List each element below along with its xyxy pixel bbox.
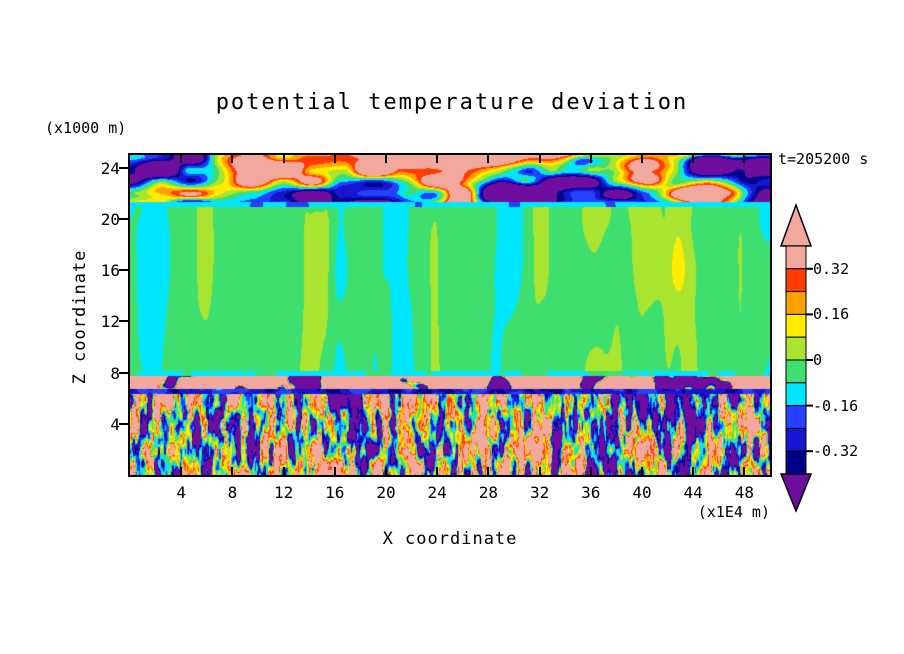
- x-tick-mark-top: [180, 155, 183, 163]
- y-axis-units-label: (x1000 m): [45, 119, 127, 137]
- x-tick-mark-top: [589, 155, 592, 163]
- x-tick-mark-bottom: [487, 467, 490, 475]
- x-tick-mark-top: [231, 155, 234, 163]
- x-axis-title: X coordinate: [382, 529, 518, 549]
- time-annotation: t=205200 s: [778, 150, 869, 168]
- colorbar-tick-label: -0.32: [813, 442, 859, 461]
- colorbar-band: [785, 359, 807, 384]
- x-tick-mark-top: [282, 155, 285, 163]
- x-tick-label: 36: [581, 483, 601, 502]
- colorbar-band: [785, 268, 807, 293]
- x-tick-label: 8: [227, 483, 238, 502]
- x-tick-mark-bottom: [231, 467, 234, 475]
- x-tick-mark-bottom: [692, 467, 695, 475]
- x-tick-mark-top: [487, 155, 490, 163]
- x-tick-mark-bottom: [641, 467, 643, 475]
- y-tick-label: 16: [100, 261, 120, 281]
- x-tick-mark-top: [333, 155, 336, 163]
- x-tick-mark-bottom: [436, 467, 439, 475]
- y-tick-mark: [119, 371, 128, 374]
- x-tick-label: 24: [427, 483, 447, 502]
- y-tick-label: 24: [100, 158, 120, 178]
- x-tick-mark-bottom: [589, 467, 592, 475]
- x-tick-mark-bottom: [385, 467, 387, 475]
- x-axis-units-label: (x1E4 m): [697, 503, 770, 521]
- colorbar-band: [785, 313, 807, 338]
- x-tick-mark-bottom: [282, 467, 285, 475]
- colorbar-band: [785, 336, 807, 361]
- y-tick-mark: [119, 218, 128, 220]
- colorbar-svg: [779, 202, 813, 513]
- y-tick-mark: [119, 166, 128, 169]
- y-tick-label: 20: [100, 210, 120, 229]
- y-tick-label: 8: [110, 363, 120, 383]
- x-tick-mark-top: [692, 155, 695, 163]
- colorbar-tick-label: 0: [813, 351, 823, 369]
- colorbar-tick-label: -0.16: [813, 396, 859, 415]
- x-tick-mark-top: [641, 155, 643, 163]
- y-tick-mark: [119, 320, 128, 323]
- y-tick-mark: [119, 269, 128, 272]
- x-tick-mark-bottom: [538, 467, 541, 475]
- chart-title: potential temperature deviation: [215, 90, 689, 115]
- x-tick-label: 20: [376, 483, 396, 502]
- colorbar-band: [785, 245, 807, 270]
- colorbar-band: [785, 405, 807, 429]
- colorbar-tick-label: 0.16: [813, 305, 850, 324]
- colorbar-band: [785, 427, 807, 452]
- x-tick-label: 40: [632, 483, 652, 502]
- x-tick-mark-bottom: [333, 467, 336, 475]
- colorbar-tick-label: 0.32: [813, 259, 850, 278]
- y-tick-mark: [119, 422, 128, 425]
- x-tick-label: 16: [325, 483, 345, 502]
- heatmap-plot-area: [128, 153, 772, 477]
- x-tick-mark-top: [436, 155, 439, 163]
- colorbar-band: [785, 450, 807, 475]
- x-tick-mark-top: [385, 155, 387, 163]
- colorbar-band: [785, 291, 807, 315]
- colorbar: [776, 202, 822, 514]
- y-tick-label: 12: [100, 312, 120, 332]
- x-tick-mark-bottom: [180, 467, 183, 475]
- x-tick-label: 44: [683, 483, 703, 502]
- x-tick-mark-bottom: [743, 467, 746, 475]
- x-tick-mark-top: [743, 155, 746, 163]
- heatmap-canvas: [130, 155, 770, 475]
- x-tick-label: 28: [478, 483, 499, 502]
- colorbar-arrow-up: [779, 202, 813, 247]
- x-tick-label: 4: [176, 483, 186, 502]
- y-tick-label: 4: [110, 414, 120, 434]
- x-tick-label: 48: [734, 483, 755, 502]
- x-tick-label: 32: [529, 483, 550, 502]
- colorbar-band: [785, 382, 807, 407]
- colorbar-arrow-down: [779, 473, 813, 513]
- x-tick-label: 12: [273, 483, 294, 502]
- x-tick-mark-top: [538, 155, 541, 163]
